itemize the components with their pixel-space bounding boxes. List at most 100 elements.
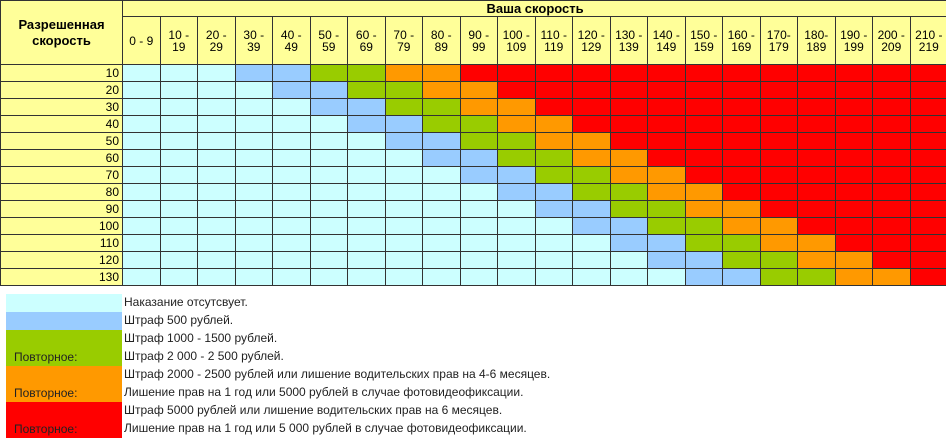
penalty-cell xyxy=(797,132,836,150)
penalty-cell xyxy=(122,217,161,235)
speed-range-header: 140 -149 xyxy=(647,16,686,65)
legend-swatch-fine-2000-repeat: Повторное: xyxy=(6,384,122,402)
legend-row-fine-500: Штраф 500 рублей. xyxy=(0,312,946,330)
penalty-cell xyxy=(159,64,198,82)
penalty-cell xyxy=(609,234,648,252)
speed-range-to: 159 xyxy=(693,39,714,54)
legend-text-fine-2000: Штраф 2000 - 2500 рублей или лишение вод… xyxy=(124,367,551,381)
penalty-cell xyxy=(122,98,161,116)
speed-range-header: 200 -209 xyxy=(872,16,911,65)
penalty-cell xyxy=(234,234,273,252)
penalty-cell xyxy=(872,149,911,167)
penalty-cell xyxy=(159,234,198,252)
penalty-cell xyxy=(909,149,946,167)
penalty-cell xyxy=(834,166,873,184)
penalty-cell xyxy=(722,183,761,201)
penalty-cell xyxy=(572,217,611,235)
legend-swatch-fine-500 xyxy=(6,312,122,330)
allowed-speed-label: 60 xyxy=(0,149,123,167)
penalty-cell xyxy=(797,81,836,99)
penalty-cell xyxy=(309,183,348,201)
speed-range-from: 130 - xyxy=(615,27,643,42)
table-row: 120 xyxy=(0,251,946,269)
speed-range-from: 0 - 9 xyxy=(129,33,154,48)
penalty-cell xyxy=(872,234,911,252)
penalty-cell xyxy=(647,166,686,184)
penalty-cell xyxy=(384,268,423,286)
penalty-cell xyxy=(497,251,536,269)
penalty-cell xyxy=(647,234,686,252)
penalty-cell xyxy=(909,64,946,82)
penalty-cell xyxy=(197,251,236,269)
penalty-cell xyxy=(684,183,723,201)
penalty-cell xyxy=(197,115,236,133)
penalty-cell xyxy=(122,200,161,218)
speed-range-header: 150 -159 xyxy=(684,16,723,65)
speed-range-to: 169 xyxy=(731,39,752,54)
speed-range-from: 160 - xyxy=(727,27,755,42)
penalty-cell xyxy=(234,132,273,150)
penalty-cell xyxy=(609,200,648,218)
speed-range-to: 139 xyxy=(618,39,639,54)
penalty-cell xyxy=(272,183,311,201)
penalty-cell xyxy=(497,132,536,150)
allowed-speed-label: 40 xyxy=(0,115,123,133)
penalty-cell xyxy=(872,132,911,150)
legend-row-fine-1000-repeat: Повторное: Штраф 2 000 - 2 500 рублей. xyxy=(0,348,946,366)
speed-range-from: 110 - xyxy=(540,27,567,42)
penalty-cell xyxy=(497,166,536,184)
legend-text-fine-1000: Штраф 1000 - 1500 рублей. xyxy=(124,331,278,345)
penalty-cell xyxy=(647,98,686,116)
penalty-cell xyxy=(197,98,236,116)
allowed-speed-label: 80 xyxy=(0,183,123,201)
penalty-cell xyxy=(647,217,686,235)
penalty-cell xyxy=(834,115,873,133)
penalty-cell xyxy=(384,132,423,150)
penalty-cell xyxy=(684,268,723,286)
penalty-cell xyxy=(159,183,198,201)
repeat-label: Повторное: xyxy=(14,350,78,364)
penalty-cell xyxy=(684,98,723,116)
penalty-cell xyxy=(272,98,311,116)
penalty-cell xyxy=(647,183,686,201)
penalty-cell xyxy=(797,200,836,218)
speed-range-header: 170- 179 xyxy=(759,16,798,65)
penalty-cell xyxy=(797,268,836,286)
penalty-cell xyxy=(272,132,311,150)
penalty-cell xyxy=(534,251,573,269)
penalty-cell xyxy=(872,268,911,286)
penalty-cell xyxy=(572,115,611,133)
repeat-label: Повторное: xyxy=(14,386,78,400)
speed-range-from: 180- xyxy=(804,27,829,42)
allowed-speed-label: 50 xyxy=(0,132,123,150)
penalty-cell xyxy=(609,217,648,235)
penalty-cell xyxy=(122,268,161,286)
penalty-cell xyxy=(909,166,946,184)
penalty-cell xyxy=(609,183,648,201)
speed-range-header: 60 -69 xyxy=(347,16,386,65)
penalty-cell xyxy=(347,234,386,252)
penalty-cell xyxy=(122,81,161,99)
speed-range-header: 110 -119 xyxy=(534,16,573,65)
speed-range-header: 210 -219 xyxy=(909,16,946,65)
penalty-cell xyxy=(234,200,273,218)
speed-range-to: 69 xyxy=(359,39,373,54)
allowed-speed-label: 70 xyxy=(0,166,123,184)
penalty-cell xyxy=(872,98,911,116)
penalty-cell xyxy=(572,183,611,201)
speed-range-header: 10 -19 xyxy=(159,16,198,65)
penalty-cell xyxy=(197,64,236,82)
legend-swatch-none xyxy=(6,294,122,312)
speed-range-header: 190 -199 xyxy=(834,16,873,65)
penalty-cell xyxy=(347,217,386,235)
penalty-cell xyxy=(759,234,798,252)
speed-range-from: 20 - xyxy=(205,27,227,42)
penalty-cell xyxy=(909,234,946,252)
penalty-cell xyxy=(459,251,498,269)
penalty-cell xyxy=(909,200,946,218)
penalty-cell xyxy=(272,166,311,184)
penalty-cell xyxy=(722,166,761,184)
allowed-speed-label: 20 xyxy=(0,81,123,99)
penalty-cell xyxy=(684,64,723,82)
penalty-cell xyxy=(459,81,498,99)
